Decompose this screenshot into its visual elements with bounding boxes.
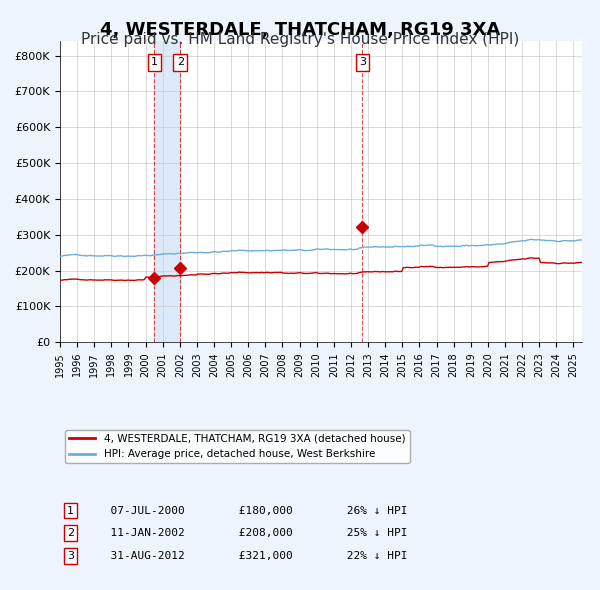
Text: 11-JAN-2002        £208,000        25% ↓ HPI: 11-JAN-2002 £208,000 25% ↓ HPI: [97, 528, 407, 538]
Text: 2: 2: [67, 528, 74, 538]
Text: 3: 3: [67, 551, 74, 561]
Text: 3: 3: [359, 57, 366, 67]
Text: 2: 2: [177, 57, 184, 67]
Bar: [154, 41, 181, 342]
Text: 1: 1: [67, 506, 74, 516]
Text: 31-AUG-2012        £321,000        22% ↓ HPI: 31-AUG-2012 £321,000 22% ↓ HPI: [97, 551, 407, 561]
Text: 4, WESTERDALE, THATCHAM, RG19 3XA: 4, WESTERDALE, THATCHAM, RG19 3XA: [100, 21, 500, 39]
Text: 07-JUL-2000        £180,000        26% ↓ HPI: 07-JUL-2000 £180,000 26% ↓ HPI: [97, 506, 407, 516]
Text: 1: 1: [151, 57, 158, 67]
Text: Price paid vs. HM Land Registry's House Price Index (HPI): Price paid vs. HM Land Registry's House …: [81, 32, 519, 47]
Legend: 4, WESTERDALE, THATCHAM, RG19 3XA (detached house), HPI: Average price, detached: 4, WESTERDALE, THATCHAM, RG19 3XA (detac…: [65, 430, 410, 463]
